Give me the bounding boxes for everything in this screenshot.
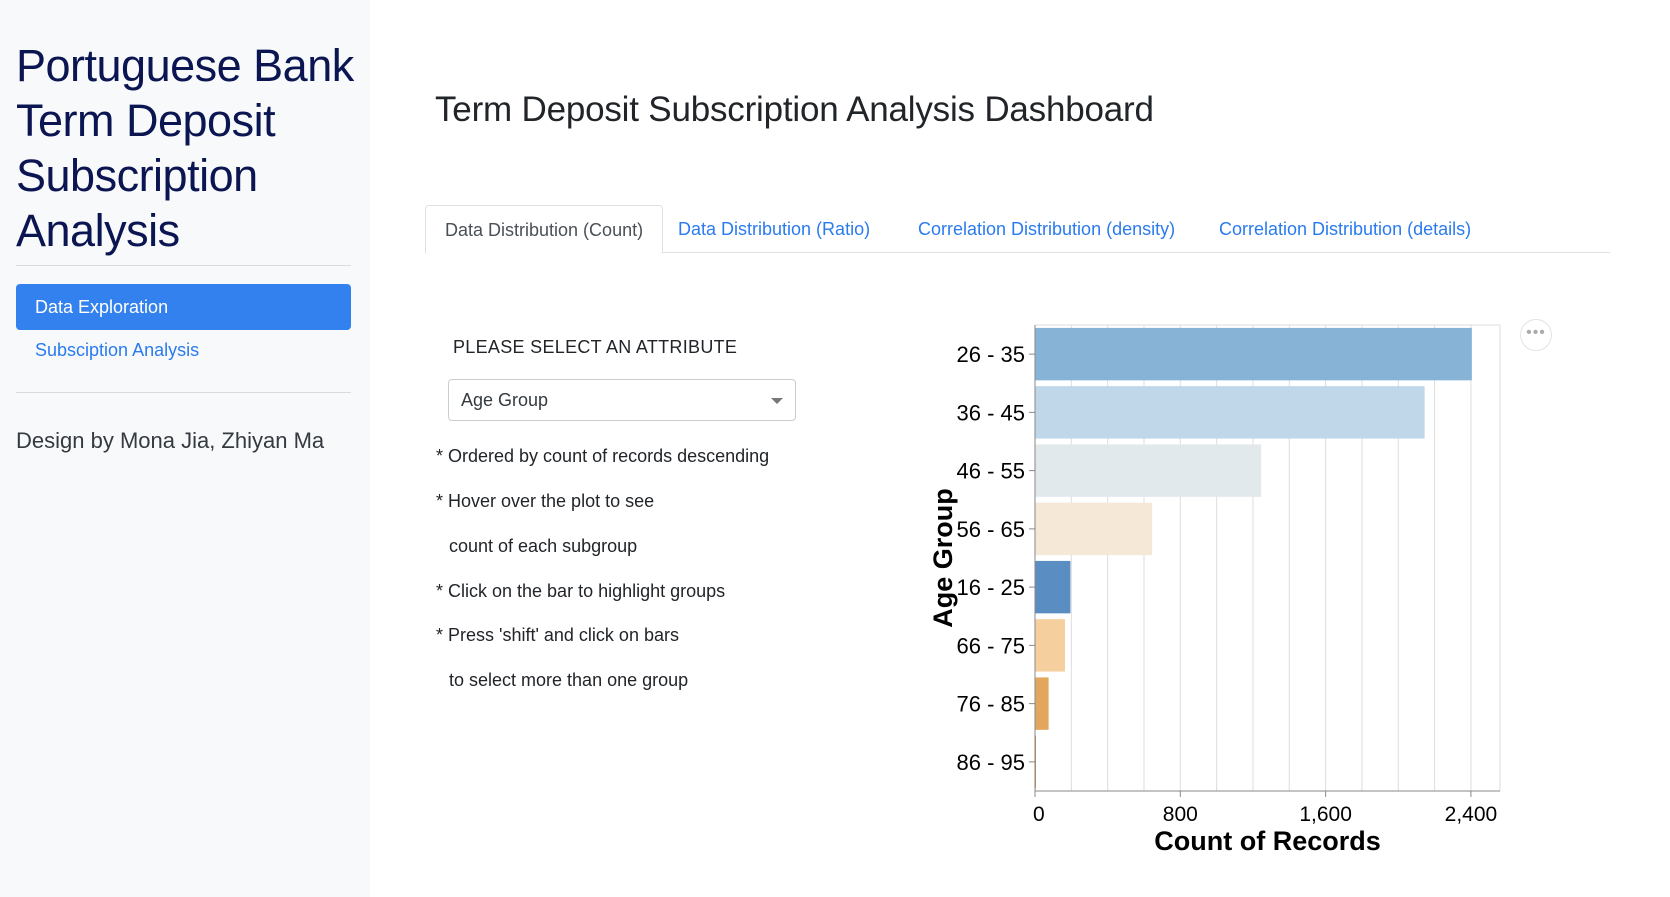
caret-down-icon (771, 398, 783, 404)
y-tick-label: 56 - 65 (957, 517, 1026, 542)
x-tick-label: 2,400 (1445, 803, 1498, 826)
instruction-note: * Press 'shift' and click on bars (436, 625, 679, 645)
tab-correlation-distribution-density[interactable]: Correlation Distribution (density) (918, 219, 1176, 239)
design-credit: Design by Mona Jia, Zhiyan Ma (16, 428, 325, 453)
tab-correlation-distribution-details[interactable]: Correlation Distribution (details) (1219, 219, 1472, 239)
y-tick-label: 36 - 45 (957, 400, 1026, 425)
sidebar: Portuguese Bank Term Deposit Subscriptio… (0, 0, 370, 897)
y-tick-label: 66 - 75 (957, 633, 1026, 658)
sidebar-divider (16, 265, 351, 266)
x-tick-label: 0 (1033, 803, 1045, 826)
y-tick-label: 26 - 35 (957, 342, 1026, 367)
bar[interactable] (1035, 502, 1153, 556)
bar[interactable] (1035, 677, 1049, 730)
nav-item-subscription-analysis[interactable]: Subsciption Analysis (35, 340, 200, 360)
y-axis-title: Age Group (928, 488, 958, 628)
y-tick-label: 46 - 55 (957, 459, 1026, 484)
attribute-select[interactable]: Age Group (448, 379, 796, 421)
age-group-bar-chart: 26 - 35 36 - 45 46 - 55 56 - 65 16 - 25 66 - … (928, 324, 1501, 856)
attribute-select-label: PLEASE SELECT AN ATTRIBUTE (453, 337, 738, 357)
nav-item-data-exploration[interactable]: Data Exploration (16, 284, 351, 330)
instruction-note: * Ordered by count of records descending (436, 446, 770, 466)
y-tick-label: 86 - 95 (957, 750, 1026, 775)
ellipsis-icon[interactable]: ••• (1520, 319, 1552, 351)
page-title: Term Deposit Subscription Analysis Dashb… (435, 90, 1154, 129)
instruction-note: * Click on the bar to highlight groups (436, 581, 726, 601)
y-tick-label: 16 - 25 (957, 575, 1026, 600)
bar[interactable] (1035, 444, 1262, 497)
tab-bar: Data Distribution (Count) Data Distribut… (425, 205, 1610, 254)
tab-data-distribution-count[interactable]: Data Distribution (Count) (425, 205, 664, 254)
bar[interactable] (1035, 386, 1425, 439)
x-tick-label: 800 (1163, 803, 1198, 826)
attribute-select-value: Age Group (461, 390, 549, 410)
sidebar-divider (16, 392, 351, 393)
instruction-note: count of each subgroup (449, 536, 638, 556)
instruction-note: to select more than one group (449, 670, 689, 690)
bar[interactable] (1035, 619, 1065, 672)
tab-data-distribution-ratio[interactable]: Data Distribution (Ratio) (678, 219, 871, 239)
bar[interactable] (1035, 327, 1472, 381)
x-axis-title: Count of Records (1154, 826, 1381, 856)
instruction-note: * Hover over the plot to see (436, 491, 655, 511)
app-title: Portuguese Bank Term Deposit Subscriptio… (16, 40, 354, 256)
y-tick-label: 76 - 85 (957, 692, 1026, 717)
x-tick-label: 1,600 (1299, 803, 1352, 826)
bar[interactable] (1035, 560, 1071, 614)
